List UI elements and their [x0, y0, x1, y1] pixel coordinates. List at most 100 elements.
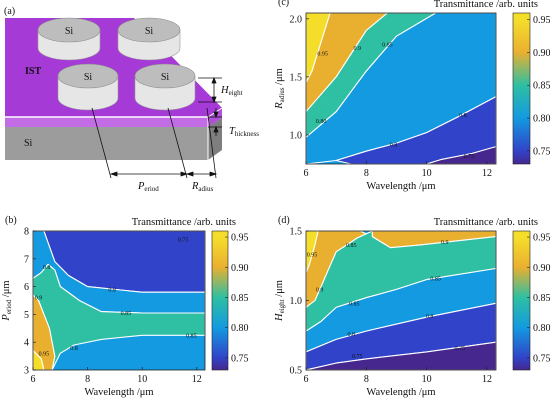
- colorbar-tick-label: 0.90: [533, 48, 550, 59]
- contour-label: 0.95: [317, 52, 328, 58]
- y-tick-label: 7: [24, 254, 29, 265]
- colorbar-tick-label: 0.85: [231, 293, 249, 304]
- x-tick-label: 10: [422, 168, 432, 179]
- y-tick-label: 1.5: [290, 227, 303, 238]
- y-tick-label: 1.5: [290, 72, 303, 83]
- contour-label: 0.8: [108, 287, 116, 293]
- thickness-label: Thickness: [229, 126, 259, 138]
- height-dimension: [198, 76, 222, 104]
- y-axis-label: Period /μm: [1, 280, 13, 321]
- contour-label: 0.85: [186, 333, 197, 339]
- panel-label: (d): [278, 215, 290, 226]
- contour-label: 0.75: [464, 154, 475, 160]
- contour-region: [426, 146, 496, 164]
- y-tick-label: 8: [24, 227, 29, 238]
- colorbar-tick-label: 0.75: [231, 353, 249, 364]
- contour-label: 0.8: [390, 142, 398, 148]
- colorbar-tick-label: 0.85: [533, 81, 550, 92]
- si-disk: Si: [57, 63, 119, 111]
- x-tick-label: 10: [422, 374, 432, 385]
- x-tick-label: 8: [364, 374, 369, 385]
- colorbar-tick-label: 0.90: [533, 263, 550, 274]
- plot-area: 0.95 0.9 0.85 0.80 0.8 0.8 0.75: [306, 13, 496, 164]
- x-axis-label: Wavelength /μm: [366, 387, 435, 398]
- radius-contour-panel: 0.95 0.9 0.85 0.80 0.8 0.8 0.75 6 8 10 12 1.0 1.5 2.0…: [274, 0, 550, 192]
- colorbar-tick-label: 0.75: [533, 146, 550, 157]
- y-tick-label: 1.0: [290, 296, 303, 307]
- plot-frame: [305, 12, 497, 165]
- ist-layer-right: [208, 108, 222, 127]
- colorbar-tick-label: 0.95: [533, 15, 550, 26]
- contour-label: 0.75: [455, 346, 466, 352]
- si-disk: Si: [37, 17, 101, 61]
- contour-label: 0.9: [441, 240, 449, 246]
- height-contour-panel: 0.95 0.9 0.85 0.9 0.85 0.85 0.8 0.8 0.75 0.75 6 8 10…: [274, 215, 550, 398]
- contour-label: 0.9: [316, 287, 324, 293]
- si-base-front: [5, 127, 208, 160]
- panel-label: (b): [5, 215, 17, 226]
- contour-label: 0.95: [307, 253, 318, 259]
- panel-label: (c): [278, 0, 289, 8]
- colorbar-tick-label: 0.80: [533, 323, 550, 334]
- period-contour-panel: 0.75 0.8 0.85 0.85 0.8 0.9 0.95 0.8 6 8 10 12 3 4 5 6 7 8…: [1, 215, 249, 398]
- period-dimension: [91, 107, 218, 179]
- y-tick-label: 6: [24, 282, 29, 293]
- x-tick-label: 12: [482, 374, 492, 385]
- y-tick-label: 5: [24, 310, 29, 321]
- colorbar-tick-label: 0.80: [533, 114, 550, 125]
- y-tick-label: 2.0: [290, 14, 303, 25]
- x-tick-label: 12: [192, 374, 202, 385]
- radius-label: Radius: [191, 181, 213, 193]
- colorbar-tick-label: 0.95: [533, 233, 550, 244]
- y-tick-label: 3: [24, 366, 29, 377]
- x-axis-label: Wavelength /μm: [366, 181, 435, 192]
- contour-label: 0.8: [459, 113, 467, 119]
- contour-label: 0.9: [354, 46, 362, 52]
- x-tick-label: 6: [304, 374, 309, 385]
- ist-layer-side: [5, 117, 208, 127]
- colorbar-tick-label: 0.75: [533, 353, 550, 364]
- colorbar-title: Transmittance /arb. units: [434, 217, 538, 228]
- y-axis-label: Height /μm: [274, 280, 286, 322]
- contour-region: [335, 96, 496, 164]
- contour-label: 0.95: [39, 351, 50, 357]
- contour-label: 0.9: [35, 296, 43, 302]
- x-tick-label: 6: [304, 168, 309, 179]
- colorbar-tick-label: 0.95: [231, 233, 249, 244]
- y-tick-label: 0.5: [290, 366, 303, 377]
- contour-label: 0.75: [178, 237, 189, 243]
- contour-label: 0.85: [430, 276, 441, 282]
- contour-label: 0.8: [426, 314, 434, 320]
- thickness-dimension: [208, 108, 222, 136]
- colorbar: [512, 230, 531, 371]
- contour-label: 0.75: [352, 354, 363, 360]
- si-disk: Si: [134, 63, 196, 111]
- period-label: Period: [137, 181, 159, 193]
- colorbar-tick-label: 0.80: [231, 323, 249, 334]
- colorbar-tick-label: 0.85: [533, 293, 550, 304]
- disk-label: Si: [84, 72, 93, 83]
- colorbar: [211, 230, 229, 371]
- contour-label: 0.85: [346, 243, 357, 249]
- colorbar-title: Transmittance /arb. units: [434, 0, 538, 10]
- contour-label: 0.85: [349, 301, 360, 307]
- disk-label: Si: [161, 72, 170, 83]
- schematic-panel: Si Si Si Si (a) IST Si Height: [4, 6, 259, 193]
- colorbar-tick-label: 0.90: [231, 263, 249, 274]
- contour-label: 0.8: [70, 346, 78, 352]
- y-tick-label: 4: [24, 338, 29, 349]
- panel-label-a: (a): [4, 6, 15, 17]
- si-base-label: Si: [24, 138, 33, 149]
- x-tick-label: 6: [31, 374, 36, 385]
- contour-label: 0.8: [43, 265, 51, 271]
- si-disk: Si: [117, 17, 181, 61]
- disk-label: Si: [145, 26, 154, 37]
- disk-label: Si: [65, 26, 74, 37]
- height-label: Height: [220, 85, 243, 97]
- plot-frame: [32, 230, 206, 371]
- y-tick-label: 1.0: [290, 130, 303, 141]
- x-tick-label: 12: [482, 168, 492, 179]
- plot-area: 0.95 0.9 0.85 0.9 0.85 0.85 0.8 0.8 0.75 0.75: [306, 231, 496, 370]
- contour-label: 0.85: [121, 311, 132, 317]
